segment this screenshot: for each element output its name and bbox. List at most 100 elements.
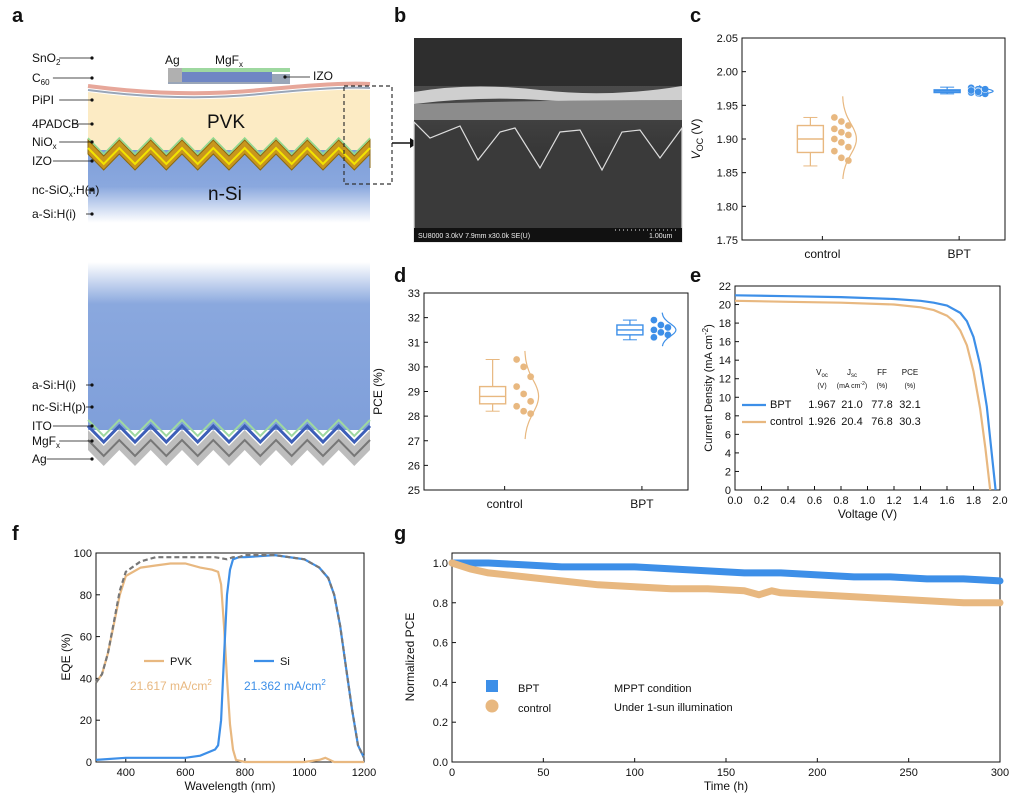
panel-label-f: f: [12, 523, 19, 545]
table-cell: 1.967: [808, 399, 836, 411]
panel-label-e: e: [690, 265, 701, 287]
table-cell: 76.8: [871, 416, 892, 428]
y-tick-label: 60: [80, 632, 92, 644]
x-category-label: control: [804, 247, 840, 261]
layer-label: SnO2: [32, 51, 61, 67]
y-tick-label: 27: [408, 436, 420, 448]
layer-dot: [90, 56, 94, 60]
x-tick-label: 400: [117, 767, 135, 779]
si-integrated-jsc: 21.362 mA/cm2: [244, 678, 326, 693]
chart-eqe: 0 20 40 60 80 100 400 600 800 1000 1200 Wavelength …: [59, 548, 376, 793]
x-category-label: BPT: [630, 497, 654, 511]
distribution-curve: [978, 84, 994, 98]
layer-dot: [90, 212, 94, 216]
y-tick-label: 1.80: [717, 201, 738, 213]
data-point: [967, 86, 975, 95]
y-tick-label: 1.90: [717, 134, 738, 146]
box-iqr: [478, 385, 507, 405]
data-point: [650, 316, 658, 324]
x-tick-label: 250: [899, 767, 917, 779]
legend-label-si: Si: [280, 656, 290, 668]
eqe-curve-total: [95, 554, 365, 759]
sem-bright-film: [414, 86, 682, 104]
legend-label-control: control: [518, 703, 551, 715]
ag-finger: [182, 72, 272, 82]
data-point: [837, 117, 846, 126]
sem-pyramids: [413, 120, 683, 243]
nio-layer: [87, 146, 371, 166]
nc-si-p-layer: [87, 418, 371, 438]
y-tick-label: 14: [719, 355, 731, 367]
x-tick-label: 1.8: [966, 495, 981, 507]
data-point: [650, 326, 658, 334]
eqe-curve-pvk: [95, 562, 364, 764]
chart-jv: 0 2 4 6 8 10 12 14 16 18 20 22 0.0 0.2 0.4 0.6 0.8 1.0 1.2…: [701, 281, 1008, 521]
layer-dot: [90, 188, 94, 192]
table-cell: 32.1: [899, 399, 920, 411]
table-cell: 21.0: [841, 399, 862, 411]
x-axis-label: Time (h): [704, 779, 748, 793]
layer-labels: SnO2 C60 PiPI 4PADCB NiOx IZO nc-SiOx:H(n) a-Si…: [32, 51, 99, 466]
layer-dot: [90, 424, 94, 428]
pvk-label: PVK: [207, 112, 245, 133]
panel-label-c: c: [690, 5, 701, 27]
n-si-layer: [88, 150, 370, 430]
layer-dot: [90, 159, 94, 163]
n-si-label: n-Si: [208, 184, 242, 205]
zoom-box: [343, 85, 393, 185]
x-axis-label: Wavelength (nm): [185, 779, 276, 793]
data-point: [664, 323, 672, 332]
data-point: [830, 147, 839, 155]
x-tick-label: 1000: [292, 767, 316, 779]
pvk-integrated-jsc: 21.617 mA/cm2: [130, 678, 212, 693]
table-cell: 77.8: [871, 399, 892, 411]
distribution-curve: [661, 312, 677, 347]
data-point: [512, 355, 521, 364]
x-tick-label: 1.0: [860, 495, 875, 507]
y-tick-label: 28: [408, 411, 420, 423]
device-schematic: Ag MgFx IZO SnO2 C60 PiPI 4PADCB NiOx IZO nc-S…: [32, 51, 418, 470]
data-point: [650, 333, 658, 342]
plot-frame: [95, 552, 365, 763]
data-point: [657, 321, 665, 329]
table-cell: 20.4: [841, 416, 862, 428]
y-tick-label: 100: [74, 548, 92, 560]
table-unit: (%): [877, 383, 888, 390]
y-tick-label: 0.0: [433, 757, 448, 769]
y-tick-label: 2.00: [717, 67, 738, 79]
distribution-curve: [842, 96, 858, 180]
data-point: [830, 135, 839, 143]
x-tick-label: 0.4: [780, 495, 795, 507]
y-tick-label: 8: [725, 411, 731, 423]
stability-curve-control: [448, 559, 1004, 607]
data-point: [974, 88, 982, 96]
y-tick-label: 31: [408, 337, 420, 349]
table-unit: (%): [905, 383, 916, 390]
layer-label: Ag: [32, 452, 47, 466]
panel-label-g: g: [394, 523, 406, 545]
y-tick-label: 1.0: [433, 558, 448, 570]
stability-curve-bpt: [448, 559, 1004, 585]
jv-curve-bpt: [734, 294, 997, 491]
table-header: FF: [877, 368, 887, 377]
x-axis-label: Voltage (V): [838, 507, 897, 521]
plot-frame: [423, 292, 689, 491]
layer-dot: [90, 98, 94, 102]
layer-label: PiPI: [32, 93, 54, 107]
data-point: [837, 138, 846, 147]
table-header: PCE: [902, 368, 918, 377]
data-point: [837, 128, 846, 137]
layer-label: IZO: [32, 154, 52, 168]
sem-scalebar-label: 1.00um: [649, 233, 673, 240]
y-tick-label: 10: [719, 392, 731, 404]
panel-label-a: a: [12, 5, 24, 27]
layer-label: nc-Si:H(p): [32, 400, 86, 414]
table-header: Jsc: [847, 368, 857, 379]
pvk-layer: [88, 89, 370, 150]
sem-pvk-film: [414, 100, 682, 120]
panel-label-b: b: [394, 5, 406, 27]
izo-top-label: IZO: [313, 69, 333, 83]
sem-top-layer: [414, 38, 682, 86]
legend-label: BPT: [770, 399, 792, 411]
table-unit: (mA cm-2): [837, 381, 868, 390]
